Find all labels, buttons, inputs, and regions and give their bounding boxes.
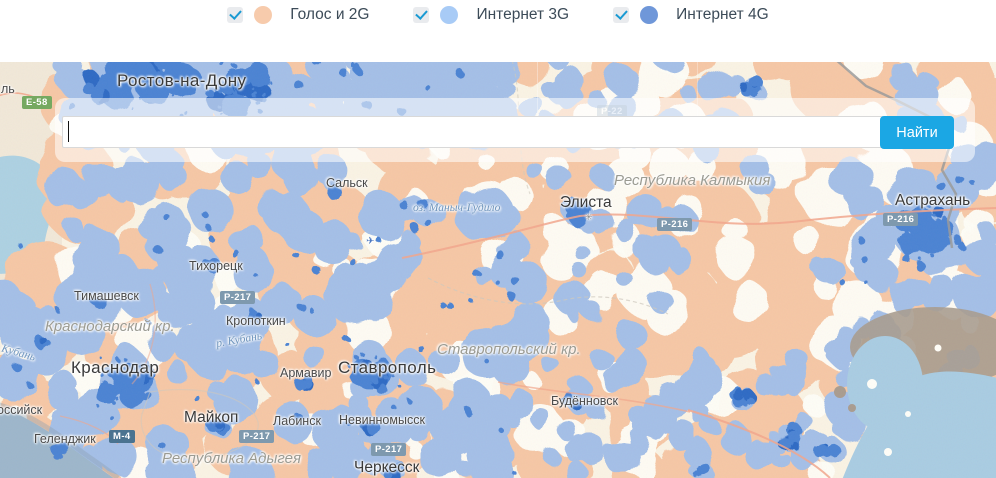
check-icon xyxy=(229,7,243,20)
check-icon xyxy=(615,7,628,20)
checkbox-4g[interactable] xyxy=(613,7,630,23)
search-panel: Найти xyxy=(55,98,975,162)
coverage-swatch-3g xyxy=(440,6,459,24)
check-icon xyxy=(415,7,429,20)
legend-item-2g[interactable]: Голос и 2G xyxy=(227,6,369,24)
legend-item-4g[interactable]: Интернет 4G xyxy=(613,6,769,24)
legend-bar: Голос и 2G Интернет 3G Интернет 4G xyxy=(0,0,996,62)
search-button[interactable]: Найти xyxy=(880,116,954,149)
legend-label-4g: Интернет 4G xyxy=(676,6,769,23)
text-caret xyxy=(68,121,69,142)
checkbox-2g[interactable] xyxy=(227,7,244,23)
search-input[interactable] xyxy=(62,116,884,148)
checkbox-3g[interactable] xyxy=(413,7,430,23)
coverage-swatch-2g xyxy=(254,6,273,24)
legend-item-3g[interactable]: Интернет 3G xyxy=(413,6,569,24)
coverage-swatch-4g xyxy=(640,6,659,24)
legend-label-3g: Интернет 3G xyxy=(476,6,570,23)
legend-label-2g: Голос и 2G xyxy=(290,6,370,23)
